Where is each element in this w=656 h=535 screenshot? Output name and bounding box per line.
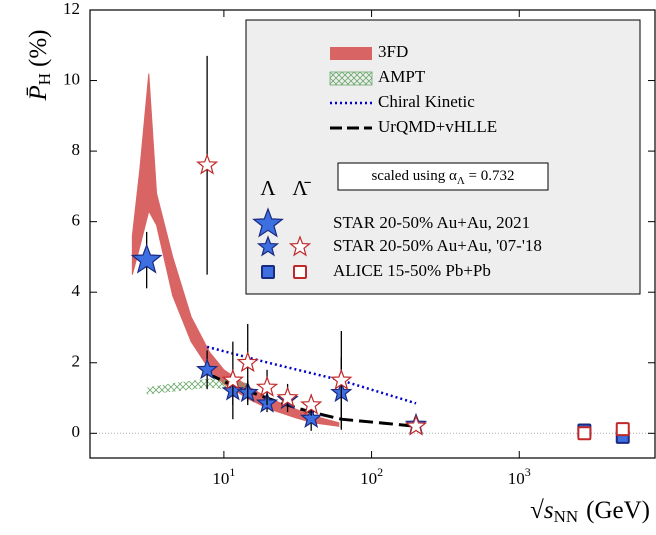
legend-label: 3FD	[378, 42, 408, 61]
marker	[130, 243, 163, 274]
y-tick-label: 8	[72, 140, 81, 159]
y-tick-label: 0	[72, 422, 81, 441]
y-label-sub: H	[35, 73, 54, 85]
y-tick-label: 6	[72, 211, 81, 230]
marker	[577, 426, 592, 441]
x-label-unit: (GeV)	[586, 497, 650, 524]
x-tick-base: 10	[212, 469, 229, 488]
annotation-text: scaled using α	[371, 168, 456, 184]
marker	[330, 368, 353, 390]
model-line	[206, 345, 417, 405]
model-band	[131, 73, 340, 427]
legend-column: Λ̄	[292, 176, 311, 200]
y-tick-label: 10	[63, 69, 80, 88]
legend-swatch	[293, 265, 307, 279]
x-label-sub: NN	[554, 507, 579, 526]
marker	[300, 406, 323, 428]
marker	[221, 368, 245, 390]
marker	[300, 393, 323, 415]
plot-area	[90, 55, 655, 444]
legend-label: AMPT	[378, 67, 426, 86]
legend-label: STAR 20-50% Au+Au, '07-'18	[333, 236, 542, 255]
y-tick-label: 2	[72, 352, 81, 371]
plot-frame	[89, 9, 656, 459]
marker	[195, 358, 219, 380]
y-label-main: P̄	[25, 85, 52, 101]
legend-swatch	[330, 47, 372, 60]
legend-label: Chiral Kinetic	[378, 92, 475, 111]
legend-swatch	[256, 235, 280, 257]
marker	[404, 414, 428, 436]
legend: scaled using αΛ = 0.732 Λ Λ̄ 3FDAMPTChir…	[245, 19, 641, 295]
x-label-main: √s	[530, 497, 553, 524]
x-tick-label: 101	[212, 465, 235, 488]
legend-label: ALICE 15-50% Pb+Pb	[333, 261, 491, 280]
x-tick-base: 10	[360, 469, 377, 488]
legend-column: Λ	[260, 176, 276, 200]
annotation-rest: = 0.732	[465, 168, 515, 184]
legend-label: UrQMD+vHLLE	[378, 117, 497, 136]
x-tick-exponent: 3	[525, 465, 531, 479]
y-tick-label: 4	[72, 281, 81, 300]
annotation-box	[337, 162, 549, 191]
x-tick-base: 10	[508, 469, 525, 488]
marker	[255, 375, 279, 397]
y-label-unit: (%)	[25, 29, 52, 66]
marker	[236, 351, 259, 373]
marker	[615, 422, 630, 437]
x-tick-exponent: 1	[229, 465, 235, 479]
annotation-sub: Λ	[457, 175, 465, 187]
annotation: scaled using αΛ = 0.732	[371, 168, 514, 186]
legend-label: STAR 20-50% Au+Au, 2021	[333, 213, 530, 232]
legend-box	[245, 19, 641, 295]
y-axis-label: P̄H (%)	[25, 29, 54, 101]
ampt-band	[146, 378, 250, 395]
marker	[276, 386, 299, 408]
x-tick-exponent: 2	[377, 465, 383, 479]
x-tick-label: 102	[360, 465, 383, 488]
legend-swatch	[261, 265, 275, 279]
legend-swatch	[252, 207, 284, 238]
legend-swatch	[329, 71, 373, 86]
x-axis-label: √sNN (GeV)	[530, 497, 650, 526]
legend-swatch	[288, 235, 312, 257]
x-tick-label: 103	[508, 465, 531, 488]
y-tick-label: 12	[63, 0, 80, 18]
marker	[195, 153, 219, 175]
